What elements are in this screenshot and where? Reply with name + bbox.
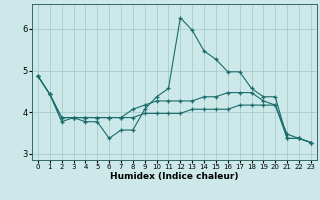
X-axis label: Humidex (Indice chaleur): Humidex (Indice chaleur)	[110, 172, 239, 181]
